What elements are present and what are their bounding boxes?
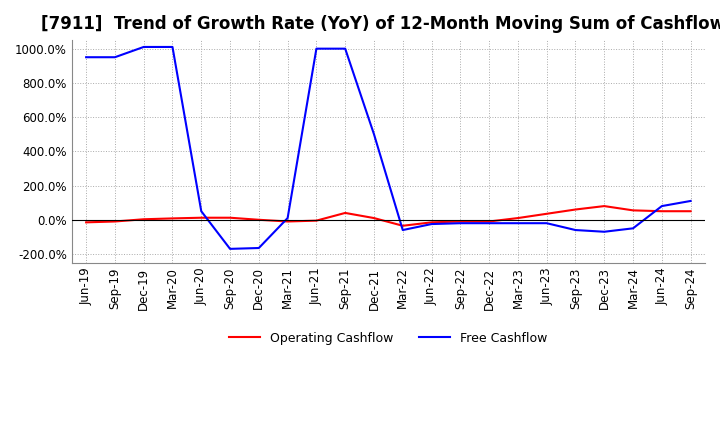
Free Cashflow [629, 226, 637, 231]
Operating Cashflow [226, 215, 235, 220]
Operating Cashflow [398, 223, 407, 228]
Free Cashflow [456, 220, 464, 226]
Operating Cashflow [571, 207, 580, 212]
Title: [7911]  Trend of Growth Rate (YoY) of 12-Month Moving Sum of Cashflows: [7911] Trend of Growth Rate (YoY) of 12-… [42, 15, 720, 33]
Free Cashflow [82, 55, 91, 60]
Operating Cashflow [686, 209, 695, 214]
Free Cashflow [485, 220, 493, 226]
Free Cashflow [197, 209, 206, 214]
Free Cashflow [571, 227, 580, 233]
Line: Operating Cashflow: Operating Cashflow [86, 206, 690, 226]
Operating Cashflow [427, 220, 436, 225]
Operating Cashflow [485, 219, 493, 224]
Free Cashflow [140, 44, 148, 50]
Free Cashflow [542, 220, 551, 226]
Operating Cashflow [312, 218, 320, 223]
Operating Cashflow [369, 216, 378, 221]
Operating Cashflow [111, 219, 120, 224]
Operating Cashflow [197, 215, 206, 220]
Operating Cashflow [657, 209, 666, 214]
Free Cashflow [600, 229, 608, 235]
Operating Cashflow [82, 220, 91, 225]
Free Cashflow [686, 198, 695, 204]
Line: Free Cashflow: Free Cashflow [86, 47, 690, 249]
Free Cashflow [254, 246, 263, 251]
Free Cashflow [513, 220, 522, 226]
Operating Cashflow [513, 216, 522, 221]
Free Cashflow [427, 221, 436, 227]
Operating Cashflow [140, 216, 148, 222]
Operating Cashflow [629, 208, 637, 213]
Operating Cashflow [542, 211, 551, 216]
Free Cashflow [657, 203, 666, 209]
Free Cashflow [111, 55, 120, 60]
Operating Cashflow [341, 210, 349, 216]
Operating Cashflow [456, 219, 464, 224]
Operating Cashflow [600, 203, 608, 209]
Legend: Operating Cashflow, Free Cashflow: Operating Cashflow, Free Cashflow [224, 327, 552, 350]
Free Cashflow [283, 216, 292, 221]
Free Cashflow [369, 132, 378, 137]
Free Cashflow [312, 46, 320, 51]
Free Cashflow [226, 246, 235, 252]
Operating Cashflow [283, 219, 292, 224]
Operating Cashflow [168, 216, 177, 221]
Free Cashflow [398, 227, 407, 233]
Free Cashflow [168, 44, 177, 50]
Free Cashflow [341, 46, 349, 51]
Operating Cashflow [254, 217, 263, 222]
